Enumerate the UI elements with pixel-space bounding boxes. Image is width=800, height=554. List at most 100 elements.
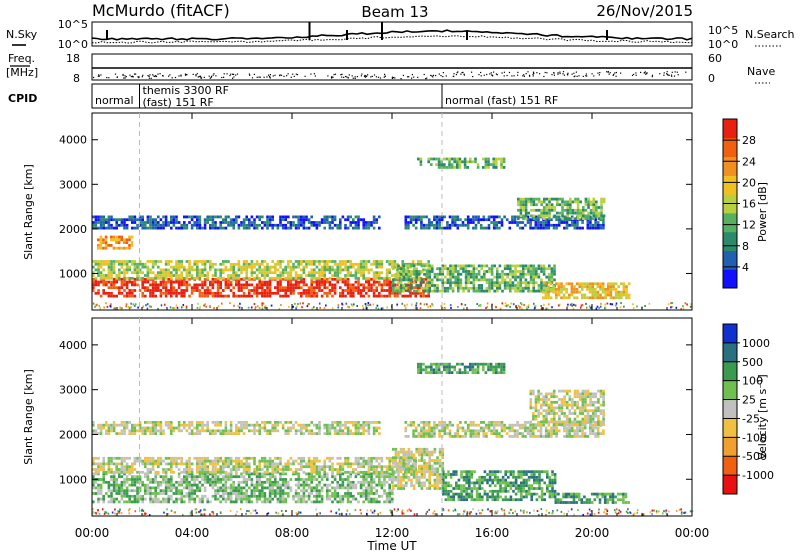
heatmap-cell (118, 483, 121, 487)
cpid-panel (91, 83, 693, 109)
heatmap-cell (534, 223, 538, 227)
heatmap-cell (545, 275, 548, 279)
heatmap-cell (271, 468, 274, 471)
heatmap-cell (159, 475, 163, 479)
nave-dot (408, 76, 410, 78)
heatmap-cell (388, 280, 391, 284)
nave-dot (411, 77, 413, 79)
heatmap-cell (409, 280, 412, 284)
heatmap-cell (97, 274, 100, 277)
heatmap-cell (486, 302, 489, 305)
heatmap-cell (307, 462, 311, 466)
heatmap-cell (154, 462, 157, 466)
heatmap-cell (201, 226, 204, 230)
heatmap-cell (99, 241, 103, 244)
heatmap-cell (550, 197, 554, 201)
heatmap-cell (397, 470, 400, 474)
heatmap-cell (310, 215, 313, 219)
heatmap-cell (448, 223, 452, 227)
heatmap-cell (530, 214, 533, 218)
heatmap-cell (365, 305, 367, 308)
nave-dot (573, 72, 575, 74)
heatmap-cell (102, 497, 105, 501)
nave-dot (149, 74, 151, 76)
heatmap-cell (229, 500, 233, 504)
heatmap-cell (229, 494, 233, 498)
heatmap-cell (110, 271, 113, 275)
heatmap-cell (573, 226, 577, 230)
heatmap-cell (333, 268, 337, 272)
heatmap-cell (535, 275, 538, 279)
heatmap-cell (573, 285, 576, 288)
heatmap-cell (542, 290, 545, 294)
heatmap-cell (154, 260, 157, 263)
heatmap-cell (560, 285, 563, 288)
heatmap-cell (509, 286, 512, 290)
heatmap-cell (222, 294, 225, 298)
heatmap-cell (349, 472, 352, 476)
heatmap-cell (354, 472, 358, 476)
heatmap-cell (488, 278, 491, 282)
heatmap-cell (331, 500, 334, 504)
heatmap-cell (162, 274, 165, 277)
heatmap-cell (237, 459, 241, 463)
heatmap-cell (436, 267, 439, 271)
heatmap-cell (292, 276, 295, 280)
heatmap-cell (92, 221, 95, 224)
heatmap-cell (170, 468, 173, 471)
heatmap-cell (419, 307, 422, 309)
heatmap-cell (149, 456, 152, 460)
heatmap-cell (94, 456, 98, 460)
heatmap-cell (250, 265, 254, 269)
heatmap-cell (305, 265, 308, 269)
nave-dot (582, 75, 584, 77)
heatmap-cell (328, 223, 332, 227)
heatmap-cell (300, 223, 303, 227)
heatmap-cell (385, 492, 389, 495)
heatmap-cell (391, 260, 394, 263)
heatmap-cell (600, 211, 603, 215)
heatmap-cell (339, 462, 342, 466)
heatmap-cell (407, 289, 411, 293)
heatmap-cell (318, 302, 321, 305)
heatmap-cell (328, 268, 332, 272)
heatmap-cell (594, 293, 597, 297)
heatmap-cell (188, 268, 191, 272)
heatmap-cell (576, 223, 579, 227)
heatmap-cell (214, 478, 217, 481)
heatmap-cell (404, 268, 407, 272)
heatmap-cell (279, 289, 282, 292)
heatmap-cell (372, 486, 376, 490)
heatmap-cell (409, 262, 412, 266)
heatmap-cell (370, 480, 373, 484)
heatmap-cell (315, 260, 319, 263)
heatmap-cell (211, 470, 215, 474)
heatmap-cell (420, 447, 424, 451)
heatmap-cell (365, 226, 368, 230)
heatmap-cell (319, 306, 321, 309)
heatmap-cell (502, 160, 506, 164)
heatmap-cell (467, 286, 470, 290)
heatmap-cell (383, 465, 386, 469)
heatmap-cell (201, 262, 204, 266)
heatmap-cell (484, 163, 488, 166)
heatmap-cell (261, 286, 264, 290)
heatmap-cell (430, 221, 434, 224)
heatmap-cell (235, 294, 238, 298)
heatmap-cell (411, 286, 415, 290)
heatmap-cell (367, 271, 371, 275)
heatmap-cell (341, 268, 345, 272)
heatmap-cell (284, 226, 287, 230)
heatmap-cell (378, 215, 381, 219)
heatmap-cell (224, 265, 228, 269)
nave-dot (296, 74, 299, 76)
heatmap-cell (425, 450, 429, 454)
heatmap-cell (94, 221, 98, 224)
heatmap-cell (511, 218, 514, 222)
heatmap-cell (242, 265, 246, 269)
heatmap-cell (216, 462, 220, 466)
nave-label: Nave (747, 65, 775, 78)
heatmap-cell (383, 500, 386, 504)
heatmap-cell (266, 470, 269, 474)
heatmap-cell (477, 272, 481, 276)
